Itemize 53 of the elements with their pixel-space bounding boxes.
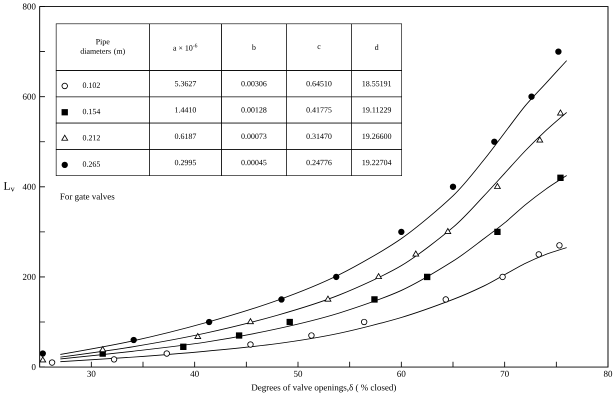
y-tick-label: 400 bbox=[22, 184, 36, 190]
point bbox=[375, 273, 382, 280]
x-tick-label: 80 bbox=[604, 370, 612, 377]
point bbox=[536, 136, 544, 143]
point bbox=[499, 274, 506, 280]
annotation: For gate valves bbox=[60, 193, 114, 202]
point bbox=[110, 356, 118, 363]
point bbox=[99, 346, 106, 352]
y-tick-label: 800 bbox=[22, 4, 36, 10]
point bbox=[536, 251, 542, 258]
y-axis-title: L$_{v}$ bbox=[4, 182, 15, 192]
x-tick-label: 40 bbox=[190, 370, 199, 377]
point bbox=[308, 332, 315, 339]
x-axis-title: Degrees of valve openings,δ ( % closed) bbox=[252, 384, 396, 392]
point bbox=[444, 228, 452, 234]
point bbox=[398, 228, 405, 236]
point bbox=[164, 350, 170, 357]
point bbox=[557, 174, 564, 182]
point bbox=[494, 228, 501, 236]
point bbox=[194, 333, 202, 340]
point bbox=[40, 350, 46, 357]
y-tick-label: 200 bbox=[22, 274, 36, 280]
point bbox=[494, 183, 501, 189]
point bbox=[247, 318, 254, 324]
point bbox=[180, 344, 186, 350]
point bbox=[278, 296, 285, 303]
point bbox=[236, 332, 242, 339]
point bbox=[442, 296, 449, 303]
x-tick-label: 60 bbox=[397, 370, 406, 377]
point bbox=[491, 138, 498, 145]
point bbox=[333, 274, 340, 280]
x-tick-label: 50 bbox=[294, 370, 302, 377]
point bbox=[412, 250, 420, 257]
point bbox=[48, 359, 56, 366]
point bbox=[360, 318, 368, 326]
point bbox=[206, 318, 212, 326]
line-series bbox=[60, 60, 568, 355]
point bbox=[424, 274, 430, 280]
point bbox=[528, 94, 535, 100]
point bbox=[557, 110, 564, 116]
point bbox=[371, 296, 378, 303]
point bbox=[286, 318, 293, 326]
x-tick-label: 30 bbox=[87, 370, 96, 377]
point bbox=[450, 184, 456, 190]
point bbox=[556, 242, 563, 249]
point bbox=[324, 296, 332, 302]
point bbox=[247, 341, 254, 348]
point bbox=[130, 336, 137, 344]
y-tick-label: 0 bbox=[32, 364, 36, 370]
y-tick-label: 600 bbox=[22, 94, 36, 100]
point bbox=[555, 48, 562, 55]
x-tick-label: 70 bbox=[500, 370, 509, 377]
point bbox=[39, 356, 46, 362]
